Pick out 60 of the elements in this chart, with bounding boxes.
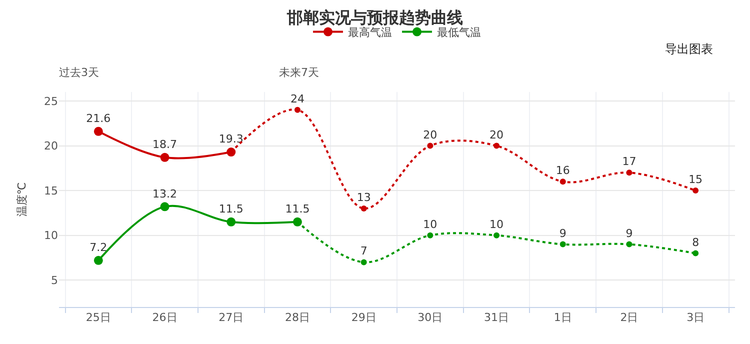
x-tick-label: 29日: [351, 311, 376, 324]
text: 未来7天: [279, 66, 319, 79]
point: [560, 178, 566, 185]
data-label: 9: [559, 226, 566, 240]
point: [692, 250, 699, 256]
point: [626, 241, 632, 248]
legend-label: 最低气温: [437, 26, 481, 40]
data-label: 10: [423, 218, 438, 231]
x-tick-label: 2日: [620, 311, 638, 324]
data-label: 7.2: [90, 241, 108, 254]
x-tick-label: 28日: [284, 311, 310, 324]
point: [626, 170, 632, 176]
point: [560, 241, 566, 248]
y-axis-title: 温度℃: [16, 182, 29, 217]
point: [494, 232, 500, 238]
point: [494, 142, 500, 149]
y-tick-label: 25: [44, 94, 58, 108]
data-label: 8: [692, 236, 700, 249]
point: [360, 259, 367, 266]
y-tick-label: 10: [44, 229, 58, 242]
y-tick-label: 20: [44, 140, 58, 153]
x-tick-label: 31日: [484, 311, 510, 324]
x-tick-label: 27日: [218, 311, 244, 324]
x-tick-label: 1日: [554, 311, 572, 324]
point: [294, 106, 300, 113]
data-label: 19.3: [218, 132, 244, 146]
data-label: 10: [490, 218, 504, 231]
point: [226, 217, 236, 226]
point: [94, 256, 103, 265]
x-tick-label: 3日: [686, 311, 705, 324]
data-label: 13.2: [152, 187, 178, 200]
data-label: 13: [356, 190, 371, 204]
text: 过去3天: [59, 66, 99, 79]
point: [427, 142, 434, 149]
data-label: 16: [556, 164, 570, 178]
data-label: 9: [626, 226, 633, 240]
x-tick-label: 25日: [86, 311, 111, 324]
y-tick-label: 15: [44, 184, 58, 198]
x-tick-label: 26日: [152, 311, 178, 324]
point: [160, 202, 170, 212]
data-label: 15: [688, 173, 703, 186]
data-label: 20: [423, 128, 438, 142]
y-tick-label: 5: [51, 274, 58, 287]
point: [692, 188, 699, 194]
chart-title: 邯郸实况与预报趋势曲线: [286, 8, 463, 27]
data-label: 24: [290, 92, 304, 106]
text: 导出图表: [665, 42, 713, 56]
x-tick-label: 30日: [418, 311, 443, 324]
data-label: 11.5: [285, 202, 310, 216]
point: [427, 232, 434, 238]
data-label: 17: [622, 155, 636, 168]
data-label: 18.7: [152, 138, 178, 152]
data-label: 7: [360, 244, 368, 258]
point: [94, 126, 103, 136]
data-label: 11.5: [218, 202, 244, 216]
data-label: 21.6: [86, 112, 111, 126]
point: [160, 152, 170, 162]
legend-label: 最高气温: [348, 26, 392, 40]
point: [360, 205, 367, 212]
data-label: 20: [490, 128, 504, 142]
